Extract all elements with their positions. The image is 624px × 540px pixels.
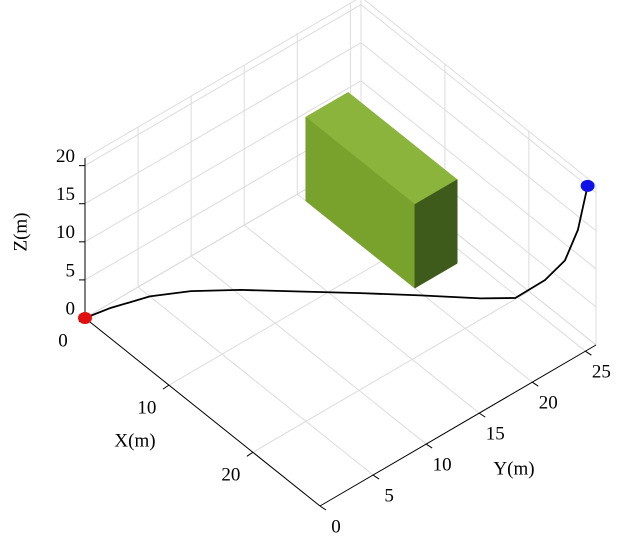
wall-grid-line (360, 42, 597, 232)
y-tick-label: 25 (592, 362, 611, 383)
wall-grid-line (84, 42, 362, 205)
wall-grid-line (84, 4, 362, 167)
x-tick (246, 451, 254, 457)
x-tick-label: 0 (58, 330, 68, 351)
y-tick (585, 350, 592, 356)
wall-edge (84, 0, 357, 159)
wall-edge (363, 0, 597, 186)
x-tick (162, 384, 170, 390)
x-tick-label: 20 (221, 465, 240, 486)
wall-grid-line (360, 80, 597, 270)
z-axis-label: Z(m) (10, 212, 31, 251)
floor-grid-line (137, 286, 374, 476)
z-tick-label: 15 (56, 184, 75, 205)
mark-layer (78, 91, 595, 324)
y-tick (372, 474, 380, 480)
floor-grid-line (190, 255, 427, 445)
z-tick-label: 10 (56, 222, 75, 243)
y-tick-label: 15 (486, 423, 505, 444)
floor-grid-line (243, 224, 480, 414)
y-tick-label: 5 (384, 485, 394, 506)
wall-grid-line (84, 80, 362, 243)
y-tick (425, 443, 433, 449)
start-point (78, 312, 92, 324)
axis-layer: 0 10 20 0 5 10 15 20 25 0 5 10 15 20 (56, 146, 611, 537)
y-tick (532, 381, 539, 387)
y-axis (319, 344, 597, 507)
x-tick-label: 10 (137, 398, 156, 419)
y-axis-label: Y(m) (493, 458, 534, 479)
y-tick-label: 10 (433, 454, 452, 475)
end-point (580, 179, 595, 192)
grid-layer (84, 0, 597, 507)
x-axis (84, 317, 321, 507)
y-tick (319, 505, 327, 511)
trajectory (84, 185, 589, 319)
x-axis-label: X(m) (114, 430, 155, 451)
obstacle-side (414, 179, 458, 289)
z-tick-label: 20 (56, 146, 75, 167)
y-tick-label: 20 (539, 393, 558, 414)
z-tick-label: 5 (66, 260, 76, 281)
y-tick (478, 412, 486, 418)
floor-grid-line (252, 290, 530, 453)
y-tick-label: 0 (331, 516, 341, 537)
wall-grid-line (360, 4, 597, 194)
z-tick-label: 0 (66, 298, 76, 319)
